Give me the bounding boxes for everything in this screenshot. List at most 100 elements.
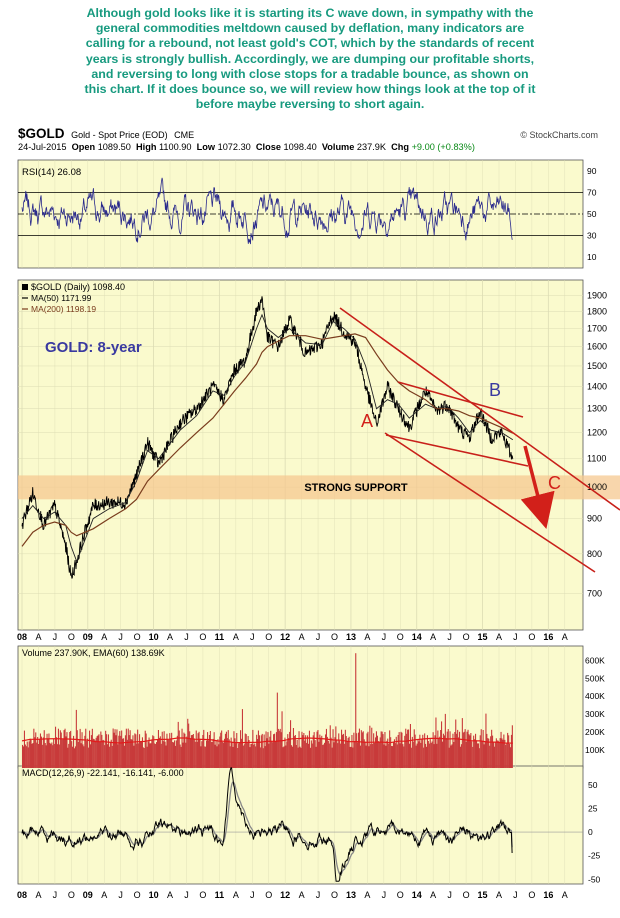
volume-bar <box>94 740 96 768</box>
volume-bar <box>248 740 250 768</box>
volume-bar <box>131 739 133 768</box>
open-label: Open <box>71 142 96 152</box>
volume-bar <box>215 740 217 768</box>
volume-bar <box>511 725 513 768</box>
rsi-line <box>21 177 513 245</box>
volume-bar <box>141 737 143 768</box>
volume-bar <box>444 713 446 768</box>
volume-bar <box>341 729 343 768</box>
price-line <box>21 296 514 579</box>
volume-bar <box>33 728 35 768</box>
trend-channel <box>339 307 620 573</box>
price-tick-label: 1800 <box>587 306 607 316</box>
volume-bar <box>43 730 45 768</box>
volume-bar <box>229 746 231 768</box>
volume-bar <box>137 729 139 768</box>
volume-bar <box>220 732 222 768</box>
volume-bar <box>375 737 377 768</box>
volume-bar <box>198 731 200 768</box>
volume-bar <box>399 743 401 768</box>
volume-label: Volume <box>321 142 355 152</box>
volume-bar <box>207 732 209 768</box>
volume-bar <box>267 732 269 768</box>
x-tick-label: J <box>447 632 452 642</box>
upper-downtrend-line <box>339 307 620 511</box>
volume-bar <box>358 728 360 768</box>
volume-bar <box>297 747 299 768</box>
x-axis-ticks: 0808AAJJOO0909AAJJOO1010AAJJOO1111AAJJOO… <box>17 632 568 900</box>
chg-label: Chg <box>391 142 409 152</box>
volume-bar <box>161 731 163 768</box>
x-tick-label: A <box>364 632 370 642</box>
volume-bar <box>221 730 223 768</box>
volume-bar <box>466 731 468 768</box>
volume-bar <box>32 743 34 768</box>
x-tick-label: J <box>118 632 123 642</box>
volume-bar <box>308 743 310 768</box>
commentary-line: before maybe reversing to short again. <box>195 97 425 112</box>
volume-bar <box>387 738 389 768</box>
x-tick-label: J <box>53 890 58 900</box>
volume-bar <box>306 742 308 768</box>
volume-bar <box>488 738 490 768</box>
volume-bar <box>376 735 378 768</box>
volume-bar <box>463 731 465 768</box>
volume-bar <box>432 732 434 768</box>
volume-bar <box>251 743 253 768</box>
wave-c-label: C <box>548 473 561 493</box>
volume-bar <box>277 728 279 768</box>
macd-tick-label: 25 <box>588 803 598 813</box>
volume-bar <box>151 739 153 768</box>
volume-bar <box>66 732 68 768</box>
volume-bar <box>169 733 171 768</box>
volume-bar <box>106 744 108 768</box>
volume-bar <box>319 734 321 768</box>
volume-bar <box>243 744 245 768</box>
volume-bar <box>373 733 375 768</box>
volume-bar <box>205 746 207 768</box>
volume-bar <box>165 745 167 768</box>
volume-bar <box>134 733 136 768</box>
lower-downtrend-line <box>384 432 596 573</box>
volume-bar <box>385 745 387 768</box>
volume-bar <box>327 740 329 768</box>
volume-bar <box>289 731 291 768</box>
volume-bar <box>235 743 237 768</box>
volume-bar <box>155 744 157 768</box>
volume-bar <box>274 733 276 768</box>
volume-bar <box>168 740 170 768</box>
volume-bar <box>257 730 259 768</box>
volume-bar <box>484 741 486 768</box>
volume-bar <box>130 739 132 768</box>
volume-bar <box>305 735 307 768</box>
macd-tick-label: 0 <box>588 827 593 837</box>
volume-bar <box>178 730 180 768</box>
volume-bar <box>116 729 118 768</box>
volume-bar <box>343 743 345 768</box>
support-label: STRONG SUPPORT <box>304 482 408 494</box>
volume-bar <box>197 733 199 768</box>
volume-bar <box>452 733 454 768</box>
volume-bar <box>122 738 124 768</box>
volume-bar <box>478 748 480 768</box>
stockcharts-credit[interactable]: © StockCharts.com <box>520 130 598 140</box>
volume-bar <box>157 739 159 768</box>
volume-bar <box>30 739 32 768</box>
volume-bar <box>329 725 331 768</box>
volume-bar <box>426 735 428 768</box>
volume-bar <box>167 738 169 768</box>
volume-bar <box>324 742 326 768</box>
x-tick-label: 16 <box>543 632 553 642</box>
x-tick-label: A <box>496 632 502 642</box>
volume-bar <box>273 734 275 768</box>
volume-bar <box>459 731 461 768</box>
volume-bar <box>486 733 488 768</box>
volume-bar <box>121 730 123 768</box>
volume-bar <box>39 733 41 768</box>
volume-bar <box>98 734 100 768</box>
volume-bar <box>234 738 236 768</box>
exchange-label: CME <box>174 130 195 140</box>
volume-bar <box>491 729 493 768</box>
volume-bar <box>415 745 417 768</box>
